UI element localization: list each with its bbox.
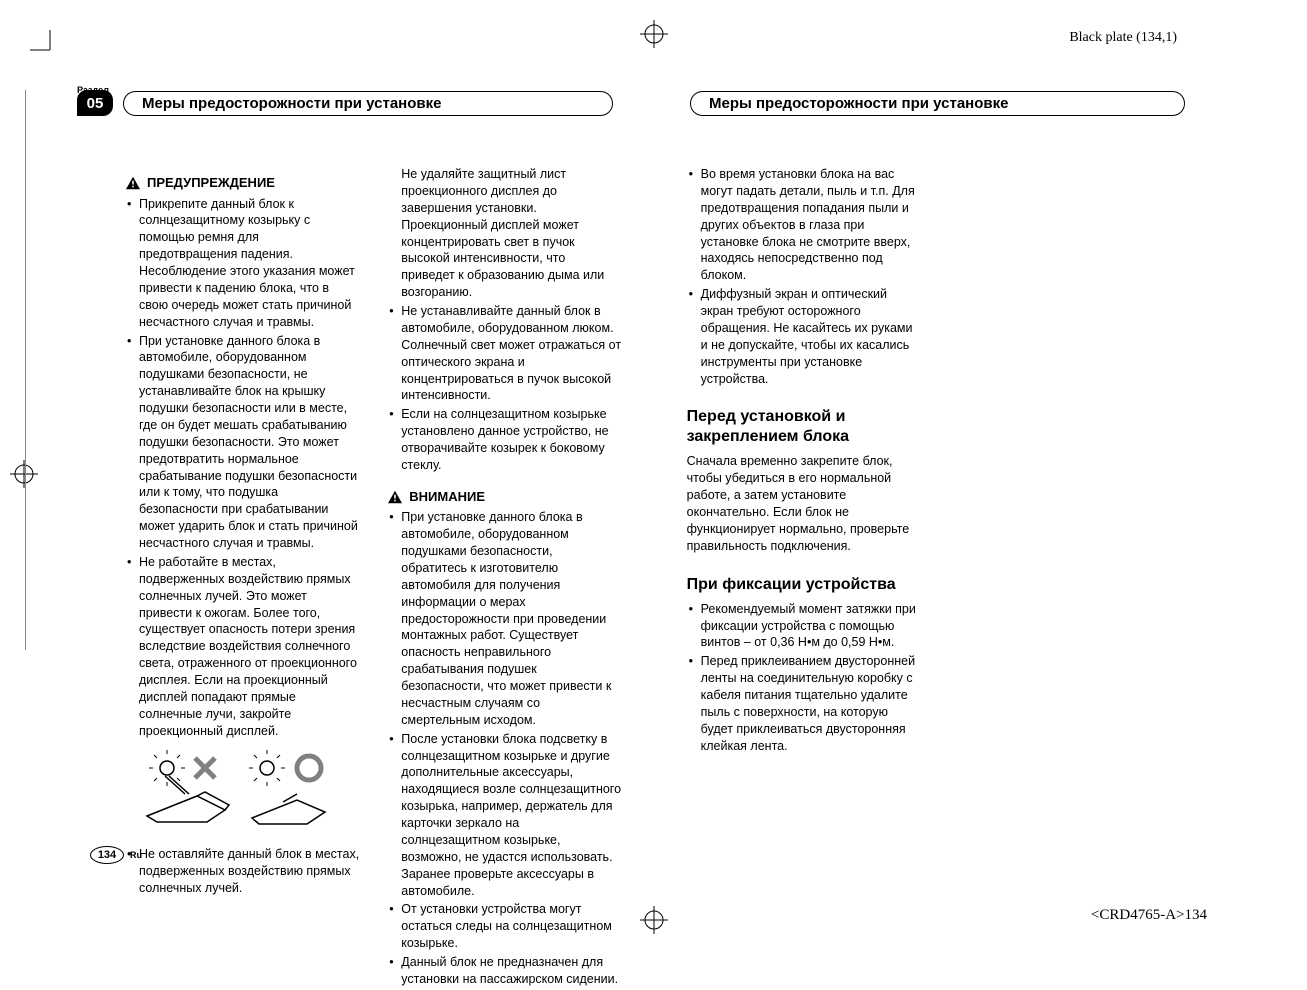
heading-line1: Перед установкой и xyxy=(687,408,846,425)
list-item: От установки устройства могут остаться с… xyxy=(401,901,621,952)
list-item: Не работайте в местах, подверженных возд… xyxy=(139,554,359,740)
heading-fixation: При фиксации устройства xyxy=(687,575,923,595)
fixation-list: Рекомендуемый момент затяжки при фиксаци… xyxy=(687,601,923,755)
warning-head-text: ПРЕДУПРЕЖДЕНИЕ xyxy=(147,174,275,192)
caution-heading: ВНИМАНИЕ xyxy=(387,488,621,506)
column-2: Не удаляйте защитный лист проекционного … xyxy=(387,166,621,990)
column-1: ПРЕДУПРЕЖДЕНИЕ Прикрепите данный блок к … xyxy=(125,166,359,990)
section-label: Раздел xyxy=(77,85,109,95)
section-header: 05 Меры предосторожности при установке М… xyxy=(125,90,1185,116)
title-right: Меры предосторожности при установке xyxy=(690,91,1185,116)
caution-list: При установке данного блока в автомобиле… xyxy=(387,509,621,988)
column-3: Во время установки блока на вас могут па… xyxy=(687,166,923,990)
list-item: При установке данного блока в автомобиле… xyxy=(401,509,621,728)
col2-list: Не устанавливайте данный блок в автомоби… xyxy=(387,303,621,474)
column-4 xyxy=(951,166,1185,990)
heading-before-install: Перед установкой и закреплением блока xyxy=(687,407,923,447)
list-item: Данный блок не предназначен для установк… xyxy=(401,954,621,988)
page-number: 134 xyxy=(90,846,124,864)
list-item: После установки блока подсветку в солнце… xyxy=(401,731,621,900)
list-item: Рекомендуемый момент затяжки при фиксаци… xyxy=(701,601,923,652)
list-item: Если на солнцезащитном козырьке установл… xyxy=(401,406,621,474)
before-install-body: Сначала временно закрепите блок, чтобы у… xyxy=(687,453,923,554)
list-item: Перед приклеиванием двусторонней ленты н… xyxy=(701,653,923,754)
para: Не удаляйте защитный лист проекционного … xyxy=(387,166,621,301)
plate-label: Black plate (134,1) xyxy=(1069,30,1177,46)
list-item: Не оставляйте данный блок в местах, подв… xyxy=(139,846,359,897)
page-footer-left: 134 Ru xyxy=(90,846,142,864)
registration-mark-top xyxy=(640,20,668,48)
margin-line xyxy=(25,90,26,650)
warning-heading: ПРЕДУПРЕЖДЕНИЕ xyxy=(125,174,359,192)
warning-icon xyxy=(125,176,141,190)
list-item: Диффузный экран и оптический экран требу… xyxy=(701,286,923,387)
warning-list-2: Не оставляйте данный блок в местах, подв… xyxy=(125,846,359,897)
list-item: Прикрепите данный блок к солнцезащитному… xyxy=(139,196,359,331)
registration-mark-left xyxy=(10,460,38,488)
crop-mark-tl xyxy=(30,30,60,60)
caution-head-text: ВНИМАНИЕ xyxy=(409,488,485,506)
lang-code: Ru xyxy=(130,850,142,860)
warning-list: Прикрепите данный блок к солнцезащитному… xyxy=(125,196,359,740)
list-item: Во время установки блока на вас могут па… xyxy=(701,166,923,284)
col3-list: Во время установки блока на вас могут па… xyxy=(687,166,923,387)
title-left: Меры предосторожности при установке xyxy=(123,91,613,116)
warning-icon xyxy=(387,490,403,504)
list-item: Не устанавливайте данный блок в автомоби… xyxy=(401,303,621,404)
heading-line2: закреплением блока xyxy=(687,428,849,445)
sunlight-diagram xyxy=(137,750,359,835)
doc-code: <CRD4765-A>134 xyxy=(1091,907,1207,924)
list-item: При установке данного блока в автомобиле… xyxy=(139,333,359,552)
